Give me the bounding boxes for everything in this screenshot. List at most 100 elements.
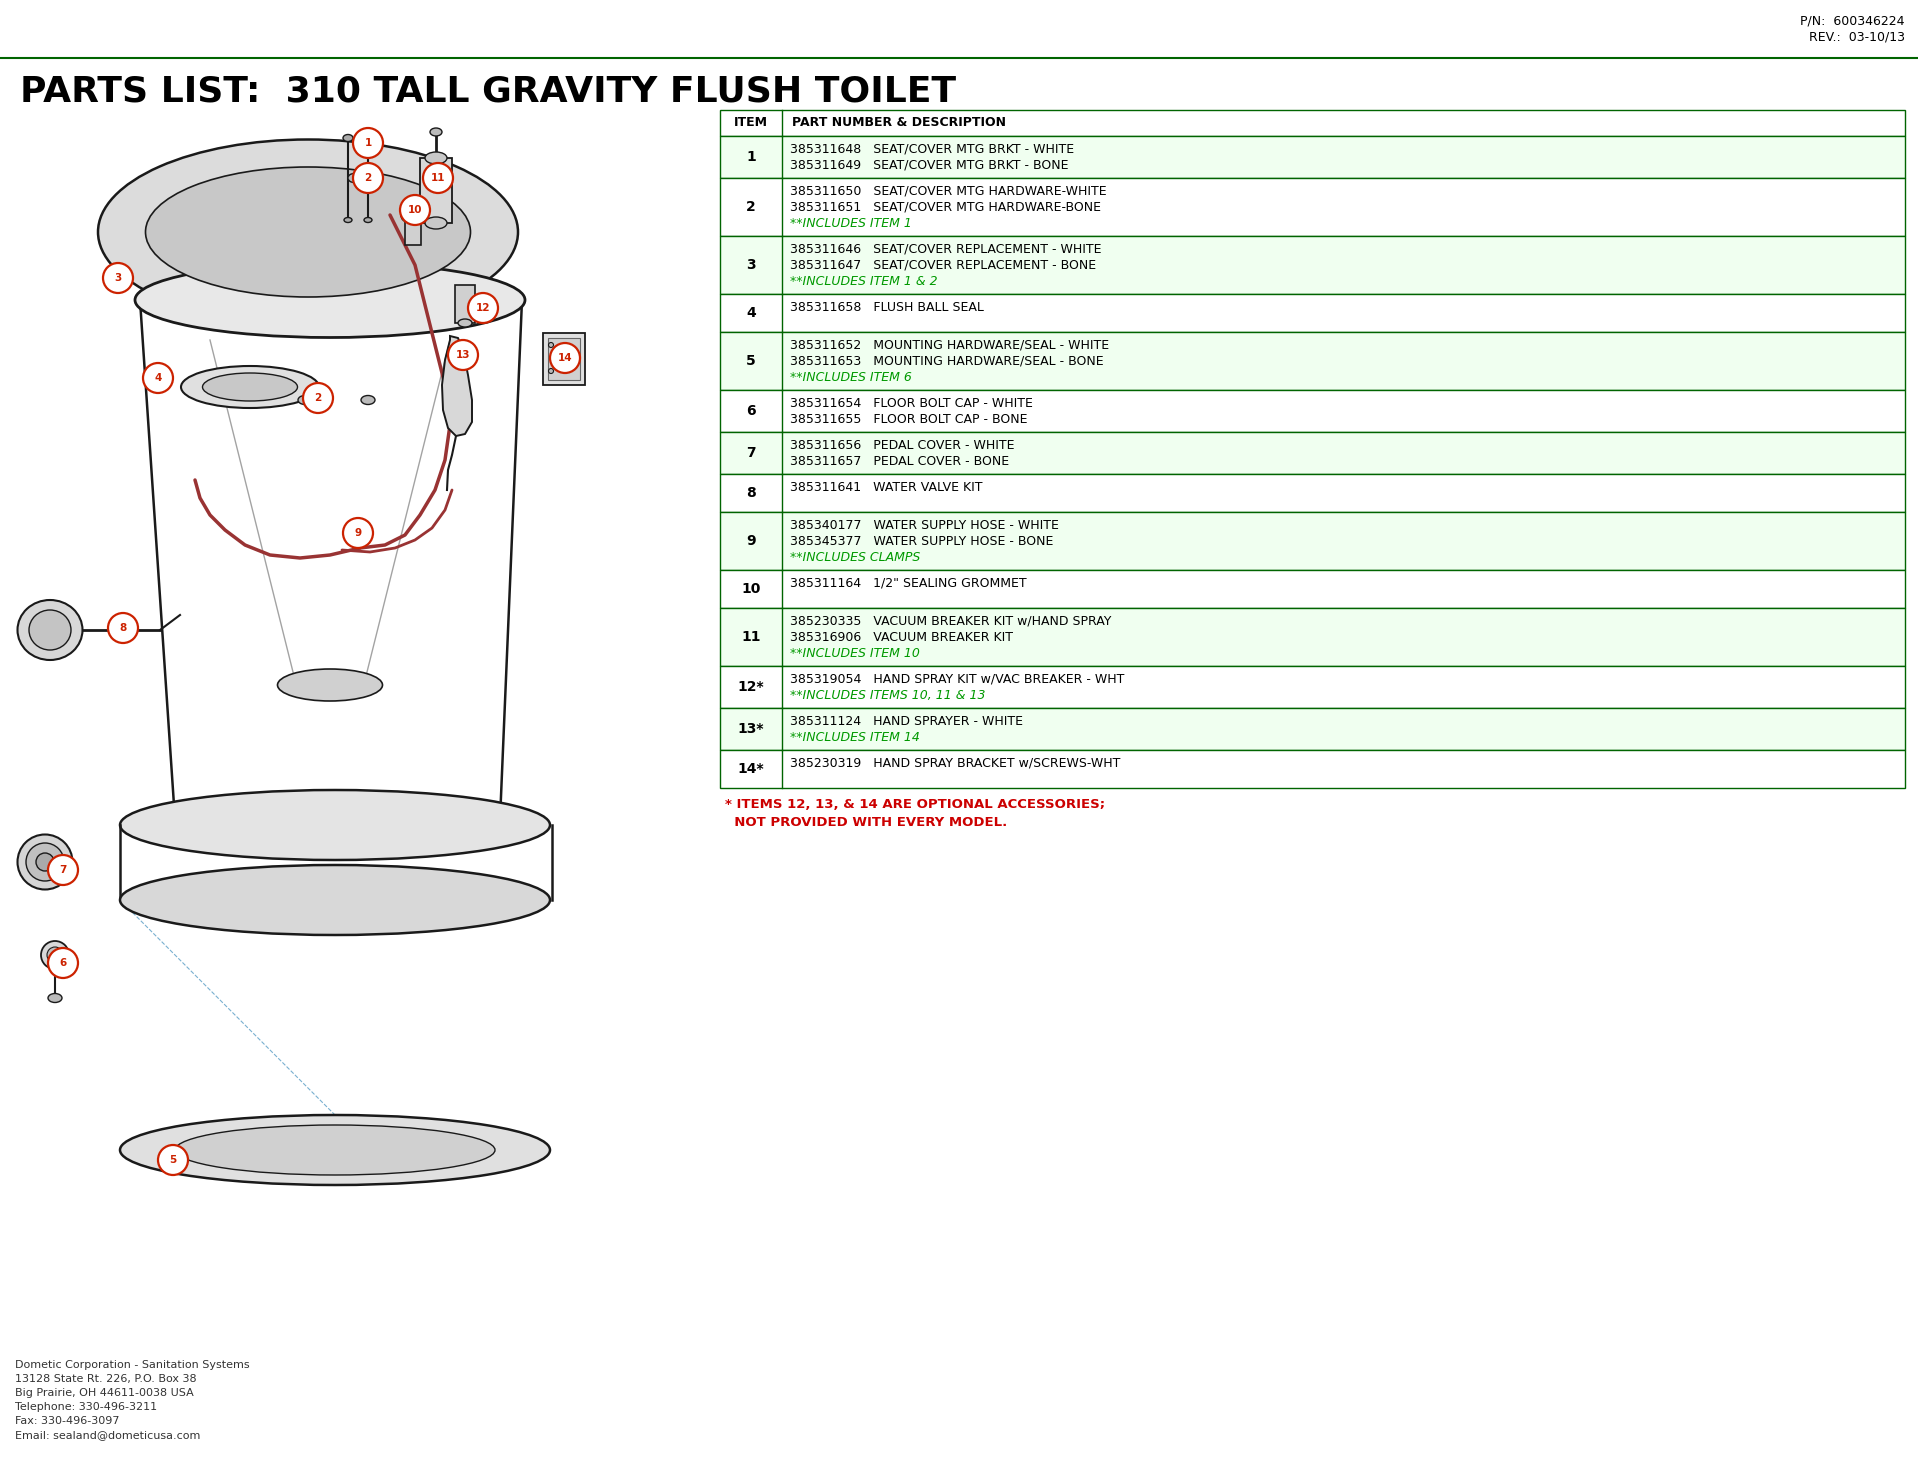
Text: 385319054   HAND SPRAY KIT w/VAC BREAKER - WHT: 385319054 HAND SPRAY KIT w/VAC BREAKER -…	[790, 672, 1124, 686]
Text: 385311648   SEAT/COVER MTG BRKT - WHITE: 385311648 SEAT/COVER MTG BRKT - WHITE	[790, 142, 1074, 156]
Bar	[405, 214, 420, 245]
Circle shape	[401, 195, 430, 225]
Text: Fax: 330-496-3097: Fax: 330-496-3097	[15, 1417, 119, 1425]
Text: 385311646   SEAT/COVER REPLACEMENT - WHITE: 385311646 SEAT/COVER REPLACEMENT - WHITE	[790, 244, 1101, 255]
Text: 11: 11	[740, 630, 761, 644]
Ellipse shape	[458, 319, 472, 327]
Text: ITEM: ITEM	[735, 116, 767, 129]
Text: 385230335   VACUUM BREAKER KIT w/HAND SPRAY: 385230335 VACUUM BREAKER KIT w/HAND SPRA…	[790, 615, 1111, 628]
Ellipse shape	[361, 395, 376, 405]
Text: 385311654   FLOOR BOLT CAP - WHITE: 385311654 FLOOR BOLT CAP - WHITE	[790, 396, 1034, 410]
Text: 11: 11	[432, 173, 445, 184]
Bar	[719, 708, 1905, 750]
Ellipse shape	[549, 342, 554, 348]
Text: * ITEMS 12, 13, & 14 ARE OPTIONAL ACCESSORIES;: * ITEMS 12, 13, & 14 ARE OPTIONAL ACCESS…	[725, 799, 1105, 810]
Circle shape	[303, 383, 334, 413]
Text: Big Prairie, OH 44611-0038 USA: Big Prairie, OH 44611-0038 USA	[15, 1389, 194, 1398]
Text: 13128 State Rt. 226, P.O. Box 38: 13128 State Rt. 226, P.O. Box 38	[15, 1374, 198, 1384]
Bar	[719, 390, 1905, 432]
Ellipse shape	[48, 994, 61, 1003]
Text: 13: 13	[456, 349, 470, 360]
Ellipse shape	[175, 1124, 495, 1174]
Bar	[719, 570, 1905, 608]
Text: 385311657   PEDAL COVER - BONE: 385311657 PEDAL COVER - BONE	[790, 455, 1009, 468]
Polygon shape	[441, 336, 472, 436]
Text: 4: 4	[153, 373, 161, 383]
Circle shape	[468, 294, 499, 323]
Ellipse shape	[430, 128, 441, 137]
Text: 385311647   SEAT/COVER REPLACEMENT - BONE: 385311647 SEAT/COVER REPLACEMENT - BONE	[790, 258, 1095, 272]
Text: **INCLUDES ITEM 14: **INCLUDES ITEM 14	[790, 731, 921, 744]
Text: 385311641   WATER VALVE KIT: 385311641 WATER VALVE KIT	[790, 482, 982, 495]
Text: 1: 1	[746, 150, 756, 164]
Text: 385311658   FLUSH BALL SEAL: 385311658 FLUSH BALL SEAL	[790, 301, 984, 314]
Text: 385311164   1/2" SEALING GROMMET: 385311164 1/2" SEALING GROMMET	[790, 577, 1026, 590]
Bar	[719, 432, 1905, 474]
Text: 385340177   WATER SUPPLY HOSE - WHITE: 385340177 WATER SUPPLY HOSE - WHITE	[790, 520, 1059, 531]
Ellipse shape	[121, 865, 550, 935]
Ellipse shape	[426, 153, 447, 164]
Ellipse shape	[364, 217, 372, 223]
Bar	[719, 110, 1905, 137]
Bar	[455, 285, 476, 323]
Circle shape	[343, 518, 372, 548]
Bar	[719, 332, 1905, 390]
Text: **INCLUDES ITEM 10: **INCLUDES ITEM 10	[790, 647, 921, 661]
Text: 2: 2	[364, 173, 372, 184]
Text: PARTS LIST:  310 TALL GRAVITY FLUSH TOILET: PARTS LIST: 310 TALL GRAVITY FLUSH TOILE…	[19, 75, 957, 109]
Text: 385311649   SEAT/COVER MTG BRKT - BONE: 385311649 SEAT/COVER MTG BRKT - BONE	[790, 159, 1068, 172]
Text: 385345377   WATER SUPPLY HOSE - BONE: 385345377 WATER SUPPLY HOSE - BONE	[790, 534, 1053, 548]
Ellipse shape	[549, 368, 554, 373]
Text: 10: 10	[742, 581, 761, 596]
Bar	[719, 236, 1905, 294]
Bar	[549, 338, 579, 380]
Text: 2: 2	[746, 200, 756, 214]
Ellipse shape	[134, 263, 526, 338]
Ellipse shape	[29, 611, 71, 650]
Bar	[543, 333, 585, 385]
Text: **INCLUDES ITEM 6: **INCLUDES ITEM 6	[790, 371, 911, 385]
Text: 5: 5	[169, 1155, 176, 1166]
Ellipse shape	[17, 600, 82, 661]
Circle shape	[353, 128, 384, 159]
Ellipse shape	[48, 947, 63, 963]
Text: 12: 12	[476, 302, 491, 313]
Ellipse shape	[401, 208, 414, 222]
Ellipse shape	[146, 167, 470, 297]
Ellipse shape	[203, 373, 297, 401]
Bar	[719, 666, 1905, 708]
Text: 2: 2	[315, 393, 322, 404]
Bar	[719, 474, 1905, 512]
Bar	[719, 137, 1905, 178]
Ellipse shape	[27, 843, 63, 881]
Text: **INCLUDES CLAMPS: **INCLUDES CLAMPS	[790, 550, 921, 564]
Text: 385311651   SEAT/COVER MTG HARDWARE-BONE: 385311651 SEAT/COVER MTG HARDWARE-BONE	[790, 201, 1101, 214]
Ellipse shape	[426, 217, 447, 229]
Ellipse shape	[36, 853, 54, 871]
Ellipse shape	[343, 217, 353, 223]
Text: P/N:  600346224: P/N: 600346224	[1801, 15, 1905, 28]
Text: 14*: 14*	[738, 762, 763, 777]
Bar	[719, 750, 1905, 788]
Text: 385311656   PEDAL COVER - WHITE: 385311656 PEDAL COVER - WHITE	[790, 439, 1015, 452]
Circle shape	[424, 163, 453, 192]
Text: 385311652   MOUNTING HARDWARE/SEAL - WHITE: 385311652 MOUNTING HARDWARE/SEAL - WHITE	[790, 339, 1109, 352]
Ellipse shape	[98, 139, 518, 324]
Ellipse shape	[17, 834, 73, 890]
Text: 3: 3	[115, 273, 121, 283]
Circle shape	[550, 344, 579, 373]
Bar	[420, 159, 453, 223]
Bar	[719, 294, 1905, 332]
Text: 385316906   VACUUM BREAKER KIT: 385316906 VACUUM BREAKER KIT	[790, 631, 1013, 644]
Text: **INCLUDES ITEM 1: **INCLUDES ITEM 1	[790, 217, 911, 230]
Text: 1: 1	[364, 138, 372, 148]
Text: NOT PROVIDED WITH EVERY MODEL.: NOT PROVIDED WITH EVERY MODEL.	[725, 816, 1007, 829]
Text: 8: 8	[119, 622, 127, 633]
Text: 7: 7	[59, 865, 67, 875]
Bar	[719, 178, 1905, 236]
Text: 3: 3	[746, 258, 756, 272]
Ellipse shape	[363, 135, 372, 141]
Text: **INCLUDES ITEM 1 & 2: **INCLUDES ITEM 1 & 2	[790, 275, 938, 288]
Text: Email: sealand@dometicusa.com: Email: sealand@dometicusa.com	[15, 1430, 199, 1440]
Circle shape	[449, 341, 478, 370]
